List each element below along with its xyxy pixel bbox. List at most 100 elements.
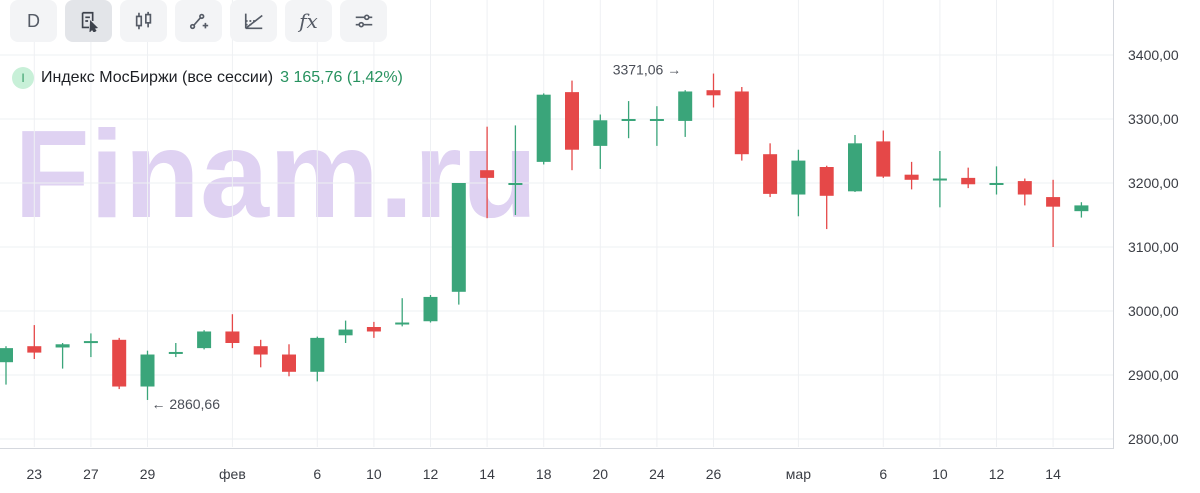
candle-up [55, 343, 70, 369]
candle-up [168, 343, 183, 358]
candle-down [27, 325, 42, 359]
candles-icon [135, 11, 151, 30]
candle-up [395, 298, 410, 327]
candle-up [791, 149, 806, 217]
y-tick-label: 2800,00 [1128, 431, 1179, 447]
price-annotation: ← 2860,66 [152, 396, 221, 412]
x-axis: 23 27 29 фев 6 10 12 14 18 20 24 26 мар 6 10 12 14 [27, 466, 1062, 482]
candle-up [1074, 202, 1089, 218]
candle-up [621, 101, 636, 139]
candle-up [536, 93, 551, 165]
x-tick-label: 6 [313, 466, 321, 482]
candle-body [451, 183, 466, 292]
x-tick-label: 6 [879, 466, 887, 482]
candle-down [282, 344, 296, 377]
candle-body [734, 91, 749, 155]
x-tick-label: 27 [83, 466, 99, 482]
candle-up [310, 336, 325, 382]
candle-body [508, 183, 523, 185]
settings-sliders-icon [355, 14, 372, 28]
candle-down [565, 80, 579, 171]
indicators-button[interactable]: fx [285, 0, 332, 42]
candle-body [168, 351, 183, 354]
candle-body [961, 177, 976, 185]
candle-body [27, 346, 42, 353]
x-tick-label: мар [786, 466, 811, 482]
x-tick-label: 18 [536, 466, 552, 482]
candle-body [55, 344, 70, 348]
candle-down [734, 87, 749, 161]
candle-body [932, 178, 947, 181]
candle-body [593, 120, 608, 146]
watermark-text: Finam.ru [14, 106, 538, 244]
interval-button[interactable]: D [10, 0, 57, 42]
x-tick-label: 14 [1045, 466, 1061, 482]
candle-body [621, 119, 636, 121]
candle-down [1017, 178, 1032, 206]
annotations-layer: ← 2860,66 3371,06 → [152, 62, 682, 413]
x-tick-label: 20 [593, 466, 609, 482]
y-tick-label: 3300,00 [1128, 111, 1179, 127]
candle-body [423, 296, 438, 322]
chart-toolbar: D fx [10, 0, 387, 42]
candle-down [763, 143, 778, 198]
x-tick-label: 12 [423, 466, 439, 482]
candles-button[interactable] [120, 0, 167, 42]
y-tick-label: 3400,00 [1128, 47, 1179, 63]
settings-button[interactable] [340, 0, 387, 42]
candle-up [451, 183, 466, 305]
x-tick-label: фев [219, 466, 246, 482]
x-tick-label: 10 [932, 466, 948, 482]
candle-up [649, 106, 664, 146]
x-tick-label: 12 [989, 466, 1005, 482]
candle-body [395, 322, 410, 325]
fib-tool-button[interactable] [230, 0, 277, 42]
candle-up [197, 330, 212, 350]
candle-body [791, 160, 806, 195]
y-tick-label: 3200,00 [1128, 175, 1179, 191]
candle-up [989, 166, 1004, 195]
x-tick-label: 29 [140, 466, 156, 482]
candle-down [819, 165, 834, 230]
candle-down [253, 339, 268, 368]
candle-up [678, 90, 693, 137]
select-cursor-button[interactable] [65, 0, 112, 42]
candle-up [83, 333, 98, 358]
candle-body [989, 183, 1004, 185]
candle-body [310, 337, 325, 372]
candle-body [225, 331, 240, 343]
candle-up [0, 346, 13, 385]
y-tick-label: 3100,00 [1128, 239, 1179, 255]
candle-body [366, 327, 381, 332]
candle-body [112, 339, 127, 387]
candle-body [480, 170, 495, 178]
candle-body [1074, 205, 1089, 212]
x-tick-label: 14 [479, 466, 495, 482]
candle-down [1046, 179, 1061, 247]
candle-body [140, 354, 155, 387]
candle-down [480, 126, 495, 219]
candle-body [848, 143, 862, 192]
candle-down [706, 73, 721, 108]
candle-body [282, 354, 296, 372]
candle-up [423, 295, 438, 323]
line-tool-button[interactable] [175, 0, 222, 42]
candle-up [338, 320, 353, 343]
candle-down [112, 337, 127, 390]
candle-up [140, 350, 155, 400]
candle-body [536, 94, 551, 162]
x-tick-label: 10 [366, 466, 382, 482]
fib-tool-icon [244, 13, 263, 30]
candle-body [197, 331, 212, 349]
candle-up [593, 114, 608, 169]
x-tick-label: 26 [706, 466, 722, 482]
candles-layer [0, 73, 1089, 400]
candle-up [848, 135, 862, 192]
candle-body [678, 91, 693, 121]
legend-badge: I [12, 67, 34, 89]
select-cursor-icon [81, 11, 98, 32]
candle-down [366, 321, 381, 338]
series-legend[interactable]: I Индекс МосБиржи (все сессии) 3 165,76 … [12, 66, 403, 90]
x-tick-label: 23 [27, 466, 43, 482]
